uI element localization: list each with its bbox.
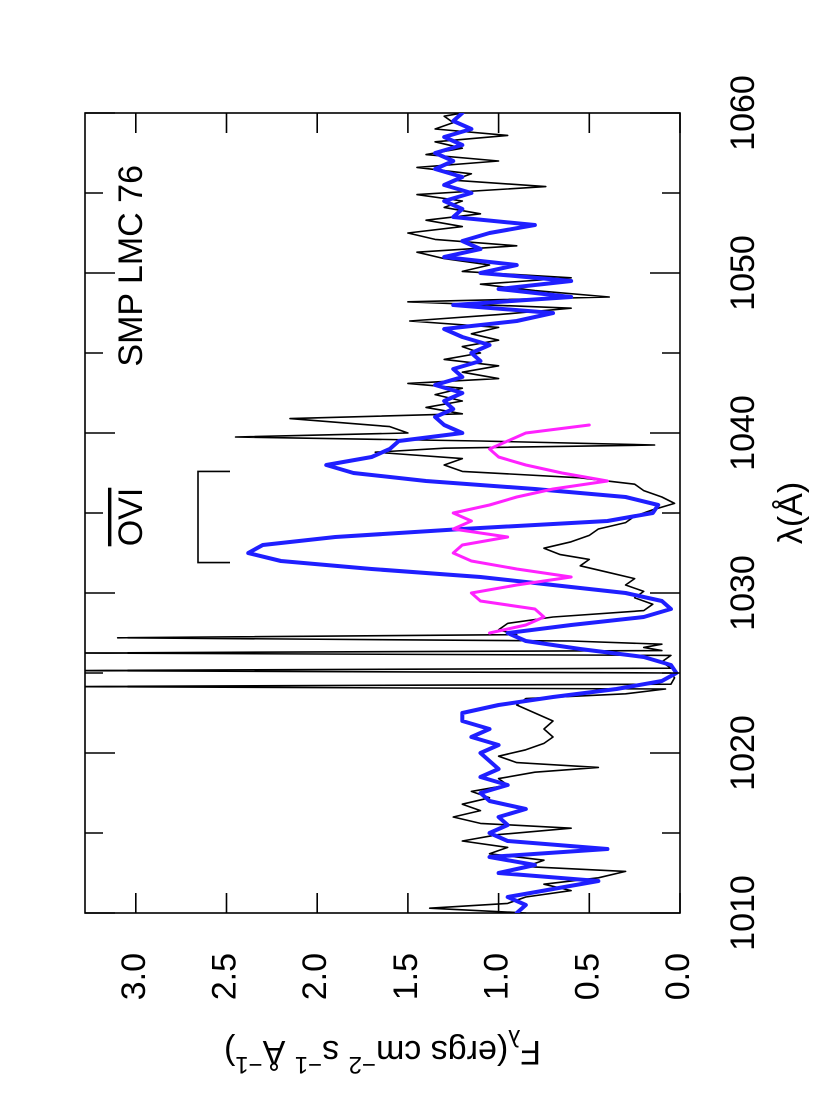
y-tick-label: 1.5 [387, 953, 425, 1000]
spectrum-line [451, 423, 609, 635]
x-tick-label: 1050 [724, 235, 762, 311]
x-axis-label: λ(Å) [772, 482, 810, 544]
annotation: OVI [112, 488, 150, 547]
y-axis-label-part: Å [262, 1033, 294, 1071]
y-tick-label: 1.0 [478, 953, 516, 1000]
y-tick-label: 2.5 [205, 953, 243, 1000]
x-tick-label: 1040 [724, 395, 762, 471]
y-axis-label-part: −1 [235, 1051, 262, 1078]
y-axis-label-part: λ [508, 1024, 520, 1051]
plot-frame [84, 112, 681, 914]
y-axis-label-part: (ergs cm [376, 1033, 508, 1071]
x-tick-label: 1010 [724, 875, 762, 951]
y-axis-label: Fλ(ergs cm−2 s−1 Å−1) [224, 1024, 541, 1078]
y-axis-label-part: −2 [349, 1051, 376, 1078]
data-layer [85, 113, 679, 913]
y-tick-label: 3.0 [115, 953, 153, 1000]
y-tick-label: 0.0 [659, 953, 697, 1000]
spectrum-line [246, 113, 679, 913]
y-tick-label: 2.0 [296, 953, 334, 1000]
rotated-plot: 1010 1020 1030 1040 1050 1060 0.0 0.5 1.0 1.5 2.0 2… [84, 75, 810, 1078]
y-axis-label-part: F [520, 1033, 541, 1071]
x-tick-label: 1060 [724, 75, 762, 151]
x-tick-label: 1030 [724, 555, 762, 631]
annotation: SMP LMC 76 [112, 165, 150, 367]
x-tick-label: 1020 [724, 715, 762, 791]
y-axis-label-part: s [322, 1033, 348, 1071]
spectrum-line [85, 113, 676, 913]
y-axis-label-part: ) [224, 1033, 235, 1071]
y-tick-label: 0.5 [568, 953, 606, 1000]
annotation-bracket [197, 470, 230, 564]
y-axis-label-part: −1 [295, 1051, 322, 1078]
